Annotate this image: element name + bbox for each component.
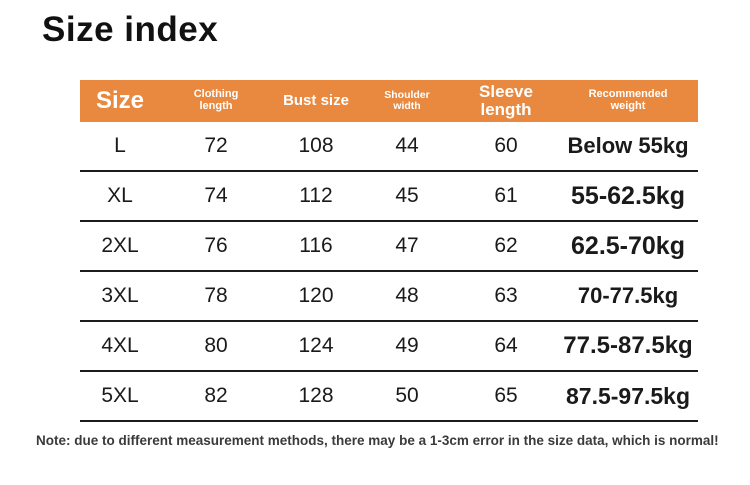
cell-bust-size: 128 <box>298 384 334 407</box>
cell-shoulder-width: 48 <box>395 284 419 307</box>
cell-clothing-length: 76 <box>204 234 228 257</box>
cell-clothing-length: 82 <box>204 384 228 407</box>
cell-recommended-weight: 62.5-70kg <box>571 231 685 260</box>
cell-bust-size: 112 <box>299 184 333 207</box>
cell-size: 5XL <box>101 384 139 407</box>
cell-size: 4XL <box>101 334 139 357</box>
cell-clothing-length: 80 <box>204 334 228 357</box>
cell-recommended-weight: 70-77.5kg <box>577 283 679 308</box>
cell-size: 2XL <box>101 234 139 257</box>
cell-clothing-length: 78 <box>204 284 228 307</box>
cell-size: L <box>114 134 126 157</box>
column-header-bust-size: Bust size <box>272 80 360 122</box>
cell-bust-size: 124 <box>298 334 334 357</box>
column-header-sleeve-length: Sleeve length <box>454 80 558 122</box>
column-header-size-label: Size <box>95 87 145 115</box>
column-header-shoulder-width-label: Shoulder width <box>384 88 430 112</box>
column-header-bust-size-label: Bust size <box>283 91 349 109</box>
table-row: 5XL 82 128 50 65 87.5-97.5kg <box>80 372 698 422</box>
cell-recommended-weight: Below 55kg <box>567 133 689 158</box>
table-row: 3XL 78 120 48 63 70-77.5kg <box>80 272 698 322</box>
cell-clothing-length: 74 <box>204 184 228 207</box>
column-header-clothing-length: Clothing length <box>160 80 272 122</box>
footer-note: Note: due to different measurement metho… <box>36 433 719 448</box>
page-title: Size index <box>42 10 219 49</box>
cell-recommended-weight: 77.5-87.5kg <box>563 332 693 359</box>
table-row: 4XL 80 124 49 64 77.5-87.5kg <box>80 322 698 372</box>
column-header-recommended-weight-label: Recommended weight <box>588 88 668 112</box>
column-header-sleeve-length-label: Sleeve length <box>479 81 533 119</box>
column-header-clothing-length-label: Clothing length <box>193 88 239 112</box>
cell-shoulder-width: 47 <box>395 234 419 257</box>
cell-sleeve-length: 63 <box>494 284 518 307</box>
size-table-body: L 72 108 44 60 Below 55kg XL 74 112 45 6… <box>80 122 698 422</box>
cell-bust-size: 108 <box>298 134 334 157</box>
column-header-recommended-weight: Recommended weight <box>558 80 698 122</box>
column-header-size: Size <box>80 80 160 122</box>
size-table-header: Size Clothing length Bust size Shoulder … <box>80 80 698 122</box>
cell-shoulder-width: 45 <box>395 184 419 207</box>
table-row: L 72 108 44 60 Below 55kg <box>80 122 698 172</box>
cell-shoulder-width: 49 <box>395 334 419 357</box>
size-table: Size Clothing length Bust size Shoulder … <box>80 80 698 422</box>
cell-sleeve-length: 61 <box>494 184 518 207</box>
cell-recommended-weight: 87.5-97.5kg <box>565 382 691 409</box>
cell-size: XL <box>107 184 133 207</box>
column-header-shoulder-width: Shoulder width <box>360 80 454 122</box>
cell-size: 3XL <box>101 284 139 307</box>
table-row: XL 74 112 45 61 55-62.5kg <box>80 172 698 222</box>
table-row: 2XL 76 116 47 62 62.5-70kg <box>80 222 698 272</box>
cell-sleeve-length: 65 <box>494 384 518 407</box>
cell-shoulder-width: 44 <box>395 134 419 157</box>
cell-bust-size: 120 <box>298 284 334 307</box>
cell-bust-size: 116 <box>299 234 333 257</box>
cell-clothing-length: 72 <box>204 134 228 157</box>
cell-recommended-weight: 55-62.5kg <box>571 181 685 210</box>
cell-sleeve-length: 64 <box>494 334 518 357</box>
cell-sleeve-length: 62 <box>494 234 518 257</box>
cell-shoulder-width: 50 <box>395 384 419 407</box>
cell-sleeve-length: 60 <box>494 134 518 157</box>
